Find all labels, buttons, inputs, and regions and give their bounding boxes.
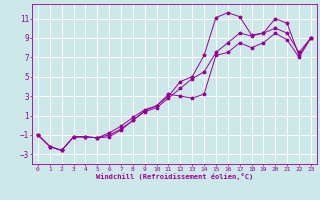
X-axis label: Windchill (Refroidissement éolien,°C): Windchill (Refroidissement éolien,°C) (96, 173, 253, 180)
